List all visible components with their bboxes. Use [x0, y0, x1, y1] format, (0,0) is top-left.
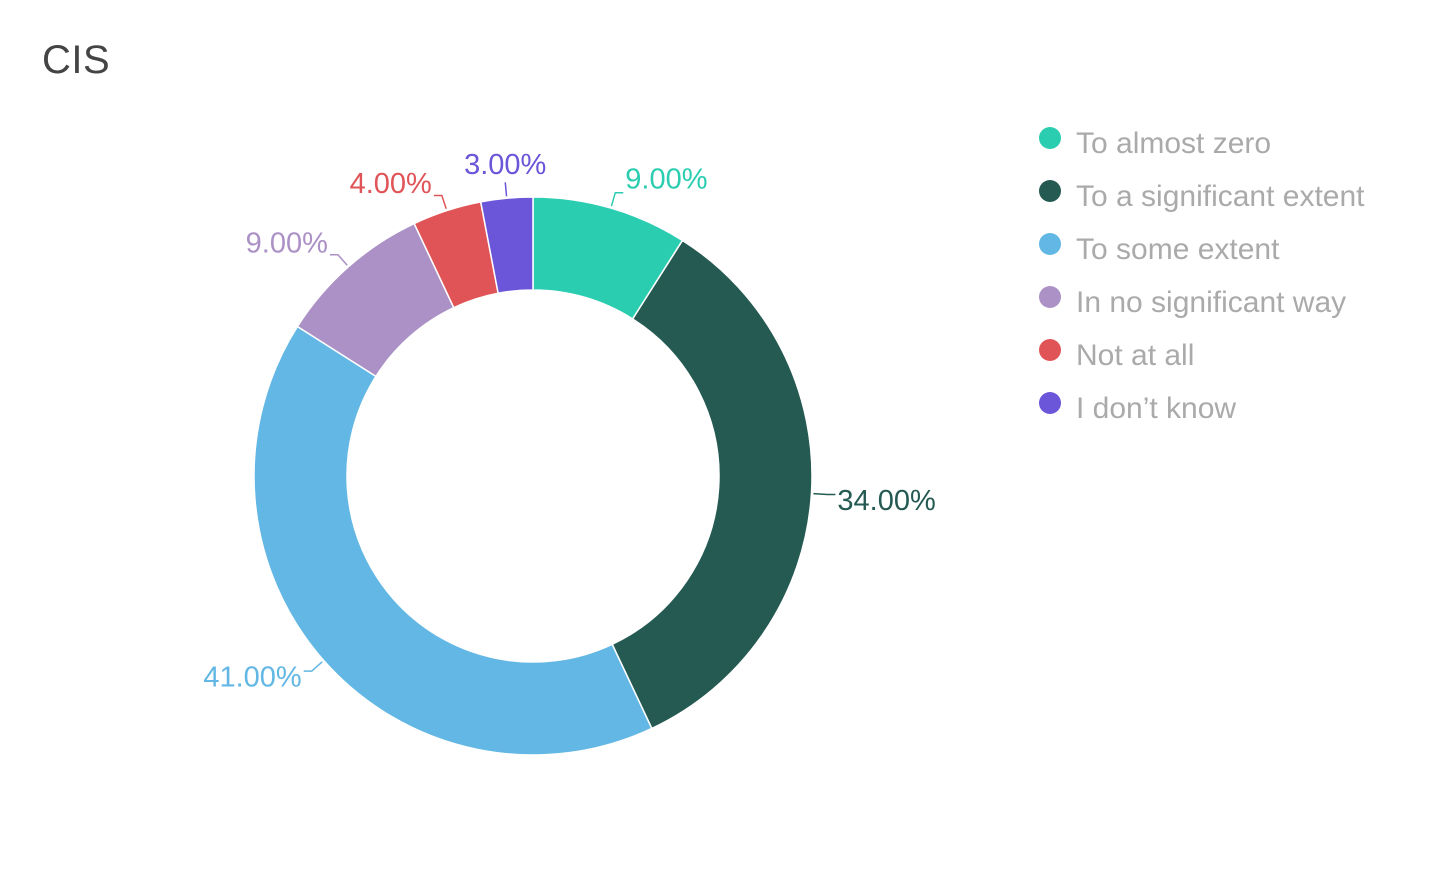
legend-swatch-icon	[1039, 127, 1061, 149]
slice-data-label: 3.00%	[464, 149, 546, 181]
legend-swatch-icon	[1039, 392, 1061, 414]
legend-label: Not at all	[1076, 339, 1195, 372]
leader-line	[433, 194, 447, 209]
slice-data-label: 9.00%	[625, 163, 707, 195]
slice-data-label: 9.00%	[246, 227, 328, 259]
legend-label: In no significant way	[1076, 286, 1347, 319]
chart-title: CIS	[42, 38, 111, 82]
legend-label: To some extent	[1076, 233, 1280, 266]
legend-item: To a significant extent	[1038, 177, 1418, 216]
legend-label: To a significant extent	[1076, 180, 1365, 213]
leader-line	[610, 191, 624, 207]
leader-line	[813, 492, 836, 496]
legend-item: In no significant way	[1038, 283, 1418, 322]
donut-slice	[611, 239, 813, 730]
donut-slice	[479, 196, 534, 295]
donut-chart: 9.00% 34.00% 41.00% 9.00% 4.00% 3.00%	[203, 149, 936, 756]
legend-swatch-icon	[1039, 180, 1061, 202]
legend-item: To some extent	[1038, 230, 1418, 269]
legend: To almost zero To a significant extent To …	[1038, 124, 1418, 442]
leader-line	[504, 182, 508, 197]
legend-swatch-icon	[1039, 233, 1061, 255]
legend-swatch-icon	[1039, 286, 1061, 308]
leader-line	[329, 253, 348, 266]
legend-label: I don’t know	[1076, 392, 1237, 425]
legend-swatch-icon	[1039, 339, 1061, 361]
legend-label: To almost zero	[1076, 127, 1272, 160]
slice-data-label: 4.00%	[350, 168, 432, 200]
legend-item: I don’t know	[1038, 389, 1418, 428]
leader-line	[303, 661, 323, 672]
slice-data-label: 41.00%	[203, 662, 301, 694]
donut-slice	[253, 325, 653, 756]
legend-item: Not at all	[1038, 336, 1418, 375]
slice-data-label: 34.00%	[837, 485, 935, 517]
legend-item: To almost zero	[1038, 124, 1418, 163]
